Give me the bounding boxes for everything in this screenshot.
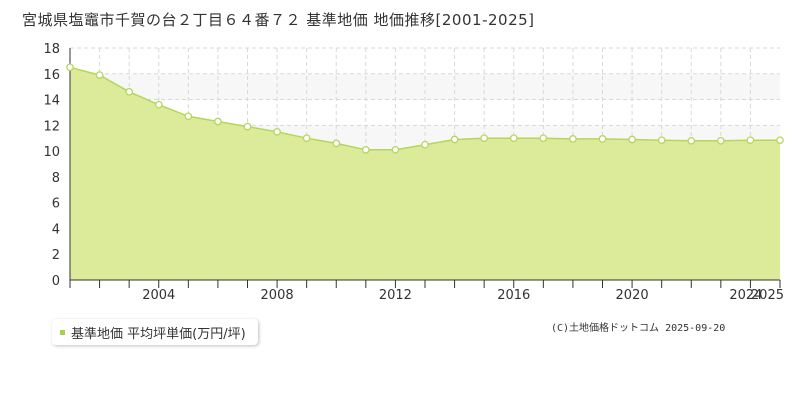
chart-title: 宮城県塩竈市千賀の台２丁目６４番７２ 基準地価 地価推移[2001-2025]	[22, 11, 535, 29]
legend: 基準地価 平均坪単価(万円/坪)	[52, 319, 258, 345]
y-tick-label: 0	[52, 274, 60, 289]
series-area	[70, 67, 780, 280]
data-point	[421, 140, 429, 149]
data-point	[243, 122, 252, 131]
data-point	[95, 71, 104, 79]
y-tick-label: 4	[52, 222, 60, 237]
x-tick-label: 2012	[379, 288, 412, 303]
data-point	[569, 135, 577, 143]
data-point	[214, 117, 222, 126]
x-tick-label: 2025	[751, 288, 784, 303]
x-tick-label: 2016	[497, 288, 530, 303]
data-point	[509, 134, 518, 143]
data-point	[628, 135, 636, 144]
data-point	[480, 134, 489, 143]
data-point	[450, 135, 459, 144]
data-point	[302, 134, 311, 143]
data-point	[716, 136, 725, 145]
y-tick-label: 10	[43, 145, 60, 160]
data-point	[776, 136, 784, 145]
data-point	[184, 112, 193, 121]
legend-label: 基準地価 平均坪単価(万円/坪)	[71, 326, 246, 342]
data-point	[154, 100, 163, 109]
y-tick-label: 16	[43, 68, 60, 83]
data-point	[539, 134, 548, 143]
x-tick-label: 2024	[729, 288, 762, 303]
data-point	[598, 135, 607, 143]
data-point	[361, 145, 370, 154]
copyright-text: (C)土地価格ドットコム 2025-09-20	[551, 323, 726, 334]
data-point	[687, 136, 696, 145]
x-tick-label: 2008	[261, 288, 294, 303]
x-tick-label: 2004	[142, 288, 175, 303]
data-point	[391, 145, 400, 154]
y-tick-label: 2	[52, 248, 60, 263]
x-tick-label: 2020	[616, 288, 649, 303]
y-tick-label: 12	[43, 119, 60, 134]
y-tick-label: 6	[52, 197, 60, 212]
y-tick-label: 18	[43, 42, 60, 57]
y-tick-label: 8	[52, 171, 60, 186]
y-tick-label: 14	[43, 94, 60, 109]
data-point	[657, 136, 666, 145]
data-point	[746, 136, 755, 145]
legend-marker	[60, 329, 65, 335]
data-point	[66, 63, 74, 72]
data-point	[273, 127, 281, 136]
data-point	[332, 139, 341, 148]
data-point	[125, 87, 134, 96]
